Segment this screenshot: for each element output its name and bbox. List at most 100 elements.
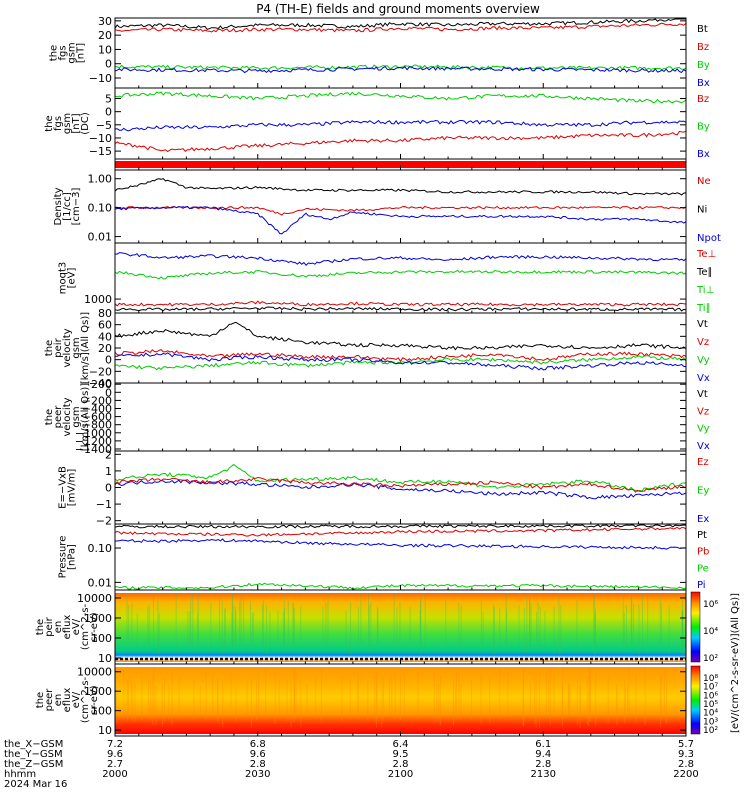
y-axis-label: [mV/m]	[67, 469, 78, 507]
series-line-Bz	[114, 130, 687, 153]
colorbar-strip	[690, 665, 701, 735]
ephemeris-value: 2030	[245, 769, 270, 780]
series-line-Ni	[114, 178, 687, 196]
y-tick-label: 60	[98, 319, 112, 332]
y-axis-label: the	[44, 115, 55, 131]
y-tick-label: 10	[98, 652, 112, 665]
y-tick-label: −1200	[75, 435, 112, 448]
colorbar-tick-label: 10²	[703, 654, 718, 664]
panel-7: 2000−200−400−600−800−1000−1200−1400 thepe…	[44, 378, 710, 456]
ephemeris-value: 2.8	[535, 759, 551, 770]
y-axis-label: peir	[44, 616, 55, 636]
ephemeris-value: 9.6	[107, 749, 123, 760]
y-tick-label: 200	[91, 378, 112, 391]
colorbar-tick-label: 10⁷	[703, 683, 718, 693]
y-tick-label: 100	[91, 632, 112, 645]
legend-entry: Ex	[697, 514, 709, 525]
y-tick-label: −10	[89, 72, 112, 85]
y-axis-label: eflux	[62, 688, 73, 713]
panel-frame	[114, 523, 687, 591]
y-tick-label: −1400	[75, 443, 112, 456]
y-tick-label: −5	[96, 119, 112, 132]
y-axis-label: the	[49, 45, 60, 61]
y-axis-label: [km/s(All Qs)]	[80, 383, 91, 451]
ephemeris-value: 2200	[673, 769, 698, 780]
time-axis: the_X−GSM 7.2 6.8 6.4 6.1 5.7 the_Y−GSM 9.6 9.6 9…	[4, 739, 699, 790]
ephemeris-row-label: the_Z−GSM	[4, 759, 63, 770]
panel-4: 1.00 0.10 0.01 Density[1/cc][cm−3] Ne Ni Npot	[53, 169, 721, 244]
y-axis-label: en	[53, 694, 64, 707]
y-tick-label: −200	[82, 394, 112, 407]
y-axis-label: (cm^2-s-	[80, 603, 91, 650]
legend-entry: Pt	[697, 530, 707, 541]
series-line-Ez	[114, 476, 687, 493]
panel-frame	[114, 169, 687, 244]
y-tick-label: 0	[105, 386, 112, 399]
series-line-Bt	[114, 18, 686, 30]
colorbar-label: [eV/(cm^2-s-sr-eV)](All Qs)]	[730, 593, 741, 733]
series-line-Ti∥	[114, 300, 687, 307]
panel-8: 2 1 0 −1 −2 E=−VxB[mV/m] Ez Ey Ex	[58, 448, 710, 527]
ephemeris-value: 6.1	[535, 739, 551, 750]
y-tick-label: 1000	[84, 293, 112, 306]
legend-entry: Te∥	[696, 267, 713, 278]
y-axis-label: [nT]	[76, 43, 87, 63]
y-tick-label: 100	[91, 705, 112, 718]
y-tick-label: 5	[105, 93, 112, 106]
legend-entry: By	[697, 60, 710, 71]
series-line-Pb	[114, 526, 687, 537]
y-axis-label: eflux	[62, 615, 73, 640]
date-label: 2024 Mar 16	[4, 779, 67, 790]
series-line-Pt	[114, 524, 687, 529]
y-axis-label: sr-eV)	[89, 612, 100, 641]
legend-entry: Vx	[697, 373, 710, 384]
series-line-Pi	[115, 538, 687, 550]
series-line-Bz	[114, 22, 687, 33]
y-tick-label: 0	[105, 354, 112, 367]
colorbar-tick-label: 10⁴	[703, 627, 718, 637]
y-axis-label: (cm^2-s-	[80, 676, 91, 723]
series-line-Ti⊥	[114, 269, 687, 280]
legend-entry: Pi	[697, 580, 706, 591]
y-tick-label: 0.01	[88, 576, 113, 589]
y-tick-label: −40	[89, 377, 112, 390]
ephemeris-value: 2.7	[107, 759, 123, 770]
series-line-Npot	[114, 205, 687, 235]
series-line-Vz	[114, 349, 687, 363]
legend-entry: Ez	[697, 457, 709, 468]
y-axis-label: the	[44, 340, 55, 356]
y-axis-label: en	[53, 621, 64, 634]
ephemeris-value: 9.3	[678, 749, 694, 760]
y-tick-label: 10	[98, 724, 112, 737]
y-axis-label: the	[44, 409, 55, 425]
y-axis-label: Pressure	[58, 536, 69, 579]
y-axis-label: [eV]	[67, 268, 78, 289]
series-line-Vy	[114, 355, 687, 371]
series-line-Ex	[114, 479, 687, 500]
colorbar-tick-label: 10³	[703, 717, 718, 727]
y-axis-label: fgs	[58, 45, 69, 60]
y-tick-label: 2	[105, 448, 112, 461]
legend-entry: Vt	[697, 319, 708, 330]
legend-entry: Bz	[697, 94, 709, 105]
y-axis-label: [1/cc]	[62, 192, 73, 221]
y-tick-label: 20	[98, 29, 112, 42]
legend-entry: Vz	[697, 406, 709, 417]
spectrogram-image	[115, 667, 686, 734]
y-tick-label: 1.00	[88, 173, 113, 186]
saturated-bar	[115, 161, 686, 168]
y-tick-label: 1	[105, 465, 112, 478]
y-axis-label: velocity	[62, 328, 73, 367]
y-tick-label: −10	[89, 132, 112, 145]
y-tick-label: −400	[82, 403, 112, 416]
y-axis-label: (DC)	[80, 112, 91, 135]
panel-10: 10000 1000 100 10 thepeirenefluxeV/(cm^2-s-s…	[35, 589, 687, 665]
y-axis-label: the	[35, 692, 46, 708]
y-tick-label: 1000	[84, 612, 112, 625]
panel-3	[114, 158, 687, 171]
y-tick-label: 0.10	[88, 202, 113, 215]
ephemeris-value: 9.6	[250, 749, 266, 760]
y-axis-label: fgs	[53, 116, 64, 131]
